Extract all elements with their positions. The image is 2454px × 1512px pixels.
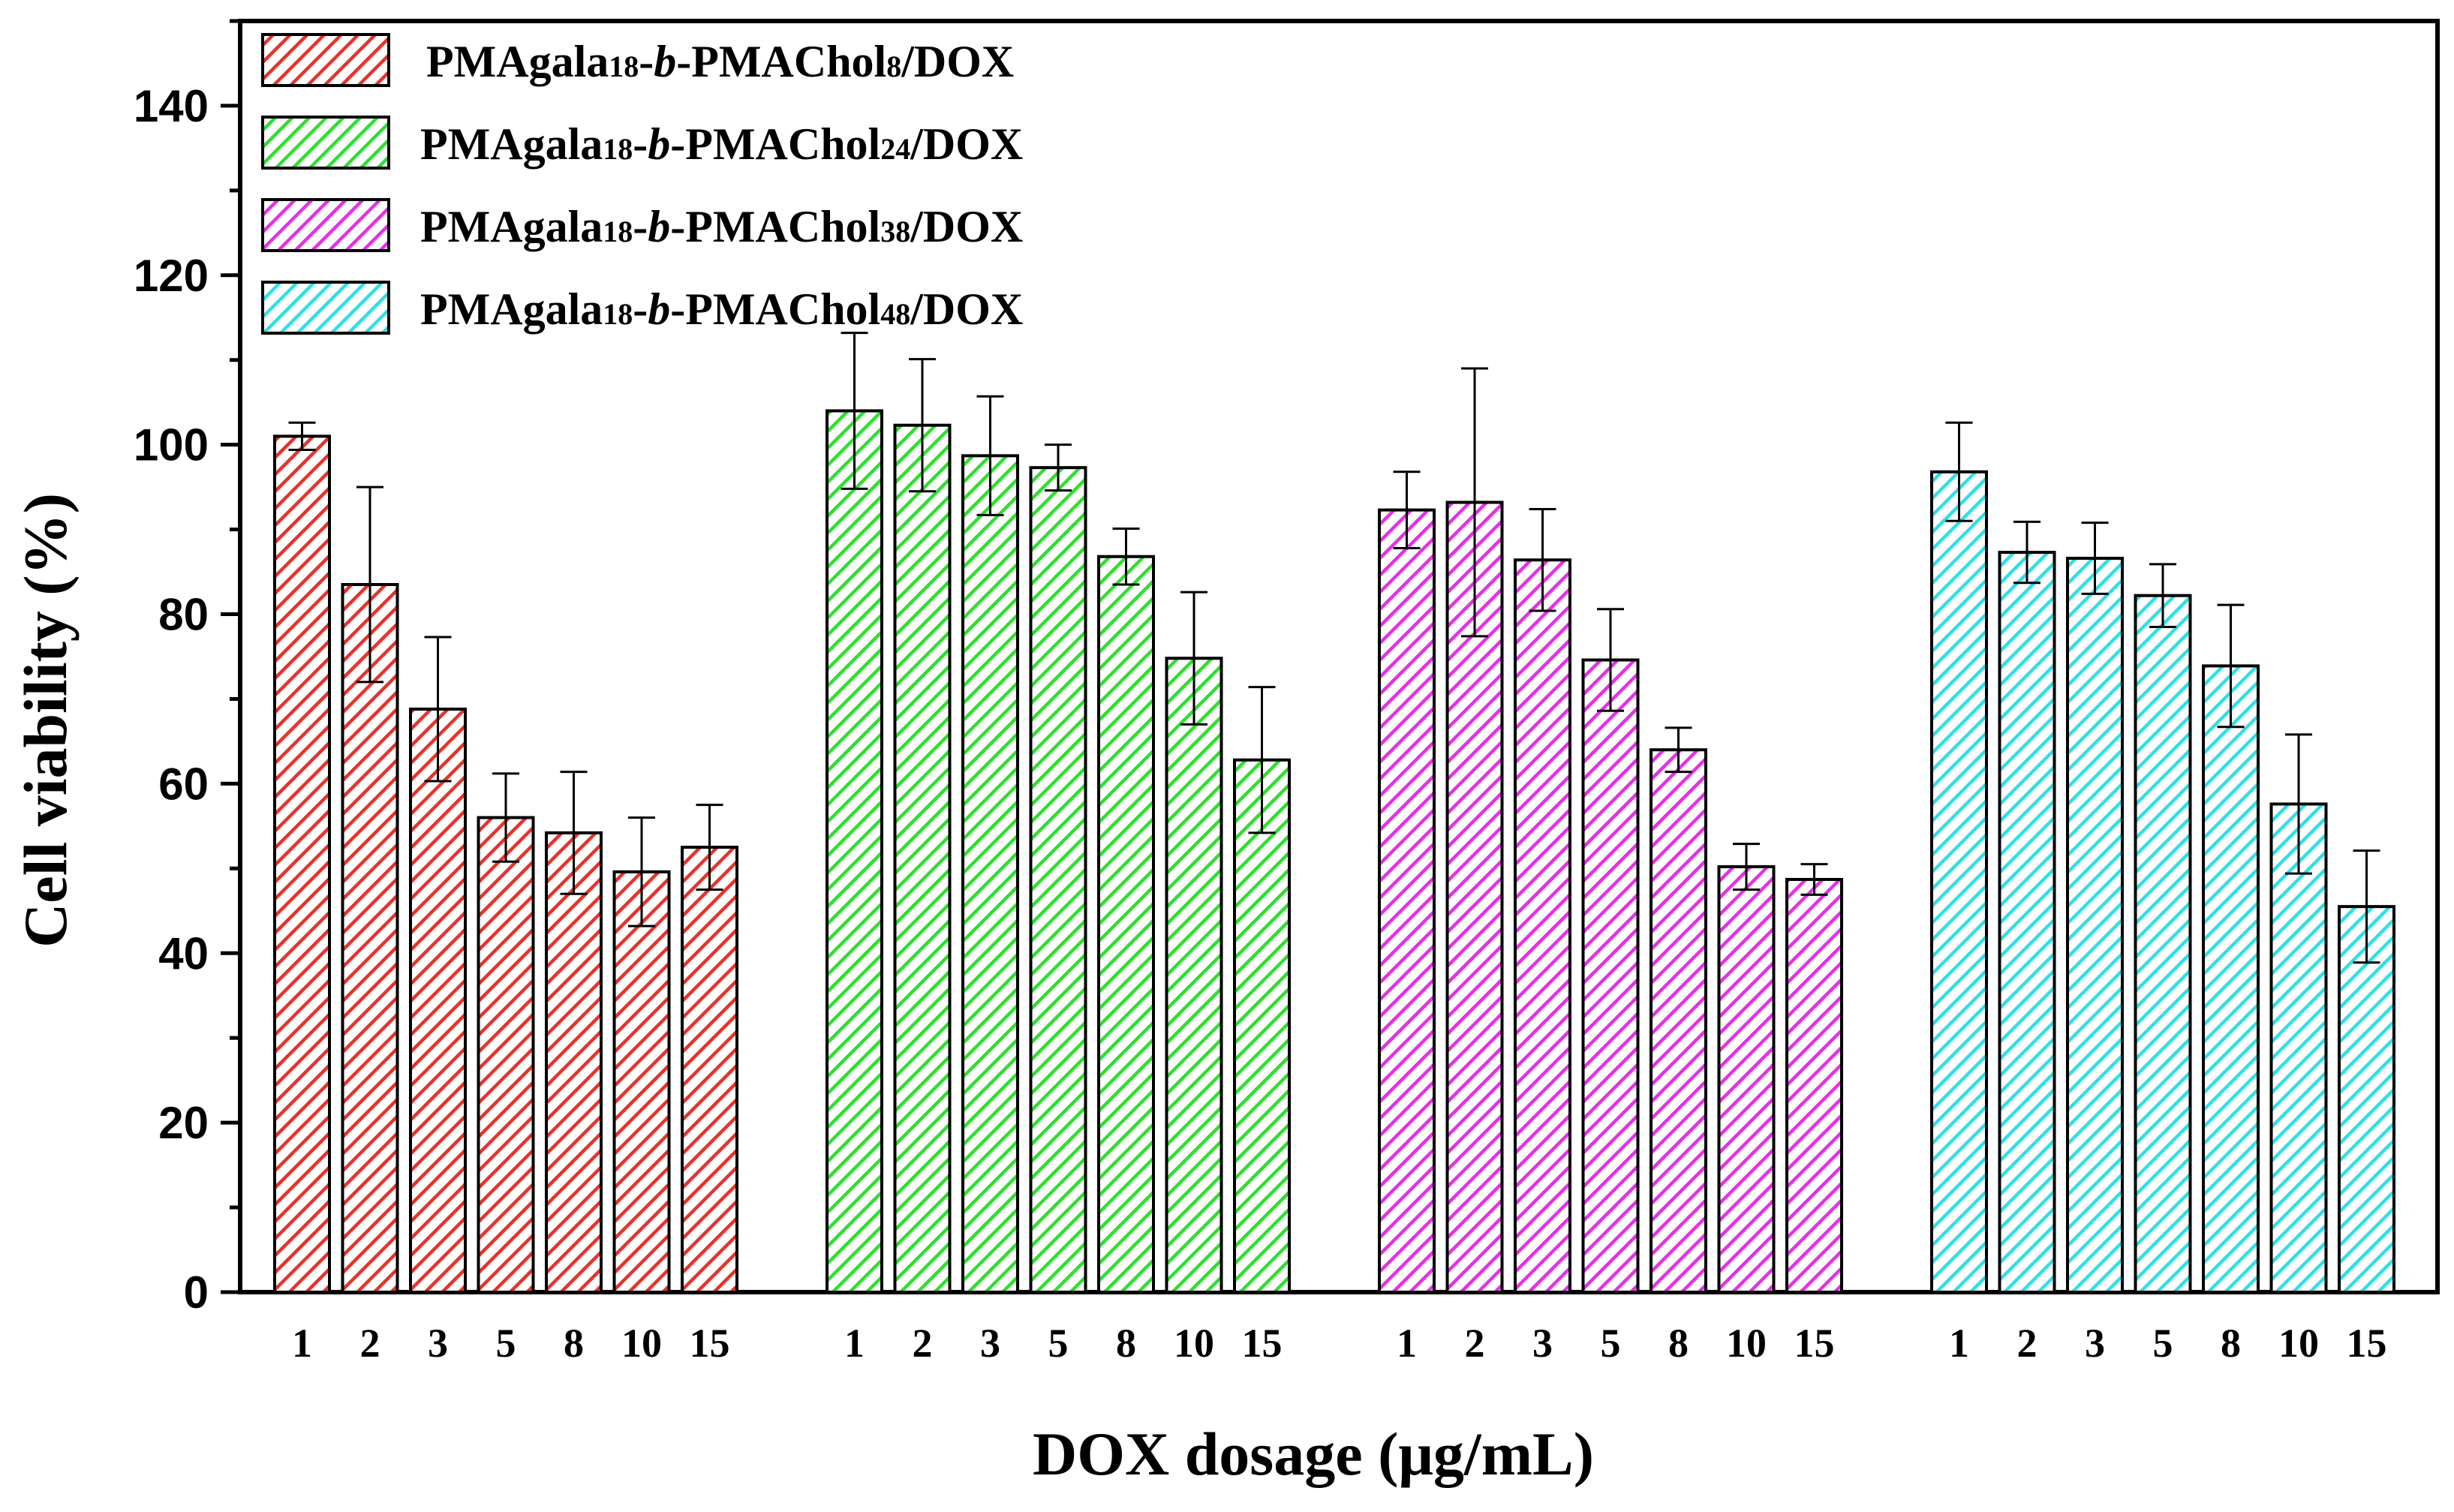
bar (1998, 551, 2056, 1294)
x-category-label: 2 (913, 1321, 933, 1366)
legend-swatch (261, 116, 390, 170)
bar (1717, 865, 1776, 1294)
bar (893, 423, 952, 1294)
bar (1165, 657, 1223, 1294)
bar (545, 831, 603, 1294)
legend-item-1: PMAgala18-b-PMAChol8/DOX (261, 33, 1014, 87)
x-category-label: 10 (1726, 1321, 1767, 1366)
y-tick-label: 100 (134, 420, 209, 470)
x-category-label: 15 (1242, 1321, 1283, 1366)
series-group-3 (1378, 367, 1843, 1294)
bar (961, 454, 1019, 1294)
x-axis-category-labels: 1 2 3 5 8 10 15 1 2 3 5 8 10 15 1 2 3 5 8 10 15 1 2 3 5 8 10 15 (292, 1321, 2387, 1366)
x-category-label: 8 (564, 1321, 584, 1366)
x-category-label: 2 (2017, 1321, 2037, 1366)
x-category-label: 2 (1465, 1321, 1485, 1366)
bar (1378, 508, 1436, 1294)
x-category-label: 5 (496, 1321, 516, 1366)
bar (612, 870, 671, 1294)
y-tick-label: 140 (134, 81, 209, 131)
x-category-label: 1 (1397, 1321, 1417, 1366)
series-group-4 (1930, 421, 2395, 1294)
y-tick-label: 40 (158, 928, 209, 978)
x-category-label: 8 (1668, 1321, 1689, 1366)
bars-layer (273, 332, 2395, 1294)
bar (1650, 748, 1707, 1294)
plot-border (238, 19, 2440, 1294)
bar (1581, 658, 1640, 1294)
legend-item-3: PMAgala18-b-PMAChol38/DOX (261, 198, 1023, 252)
bar (2269, 802, 2328, 1294)
legend-item-4: PMAgala18-b-PMAChol48/DOX (261, 281, 1023, 335)
x-category-label: 3 (1532, 1321, 1553, 1366)
x-category-label: 1 (844, 1321, 865, 1366)
x-category-label: 5 (1601, 1321, 1621, 1366)
x-category-label: 3 (980, 1321, 1000, 1366)
bar (1029, 466, 1087, 1294)
bar (2338, 905, 2395, 1294)
y-tick-label: 0 (184, 1267, 209, 1318)
x-category-label: 8 (1116, 1321, 1136, 1366)
bar (1785, 878, 1843, 1294)
y-tick-label: 120 (134, 251, 209, 301)
x-category-label: 2 (360, 1321, 380, 1366)
x-category-label: 5 (1048, 1321, 1069, 1366)
legend-swatch (261, 198, 390, 252)
bar (477, 816, 535, 1294)
x-category-label: 15 (1794, 1321, 1835, 1366)
x-category-label: 8 (2221, 1321, 2241, 1366)
bar (1233, 758, 1291, 1294)
bar (1930, 470, 1988, 1294)
legend-swatch (261, 33, 390, 87)
bar (1514, 558, 1571, 1294)
bar (681, 846, 738, 1294)
x-category-label: 1 (292, 1321, 312, 1366)
y-axis-title: Cell viability (%) (11, 493, 80, 948)
legend-label: PMAgala18-b-PMAChol8/DOX (426, 37, 1014, 86)
bar (2066, 556, 2124, 1294)
bar (409, 708, 467, 1294)
series-group-2 (826, 332, 1291, 1294)
x-category-label: 15 (2347, 1321, 2387, 1366)
bar (273, 434, 331, 1294)
legend-label: PMAgala18-b-PMAChol38/DOX (420, 202, 1023, 251)
x-category-label: 10 (1174, 1321, 1214, 1366)
series-group-1 (273, 421, 738, 1294)
legend-swatch (261, 281, 390, 335)
y-tick-label: 20 (158, 1098, 209, 1148)
plot-frame (238, 19, 2440, 1294)
legend-label: PMAgala18-b-PMAChol24/DOX (420, 119, 1023, 169)
bar (1097, 555, 1155, 1294)
x-category-label: 15 (690, 1321, 730, 1366)
bar (341, 583, 399, 1294)
y-tick-label: 60 (158, 759, 209, 809)
bar (826, 409, 883, 1294)
legend: PMAgala18-b-PMAChol8/DOX PMAgala18-b-PMAC… (261, 33, 1023, 335)
legend-item-2: PMAgala18-b-PMAChol24/DOX (261, 116, 1023, 170)
x-category-label: 1 (1949, 1321, 1969, 1366)
bar (2134, 594, 2192, 1294)
x-category-label: 5 (2153, 1321, 2173, 1366)
bar (2202, 664, 2260, 1294)
y-axis-ticks: 0 20 40 60 80 100 120 140 (134, 19, 240, 1318)
y-tick-label: 80 (158, 590, 209, 640)
x-axis-title: DOX dosage (μg/mL) (1033, 1420, 1594, 1488)
x-category-label: 10 (2278, 1321, 2319, 1366)
x-category-label: 3 (2085, 1321, 2105, 1366)
x-category-label: 10 (621, 1321, 662, 1366)
x-category-label: 3 (428, 1321, 448, 1366)
legend-label: PMAgala18-b-PMAChol48/DOX (420, 284, 1023, 334)
